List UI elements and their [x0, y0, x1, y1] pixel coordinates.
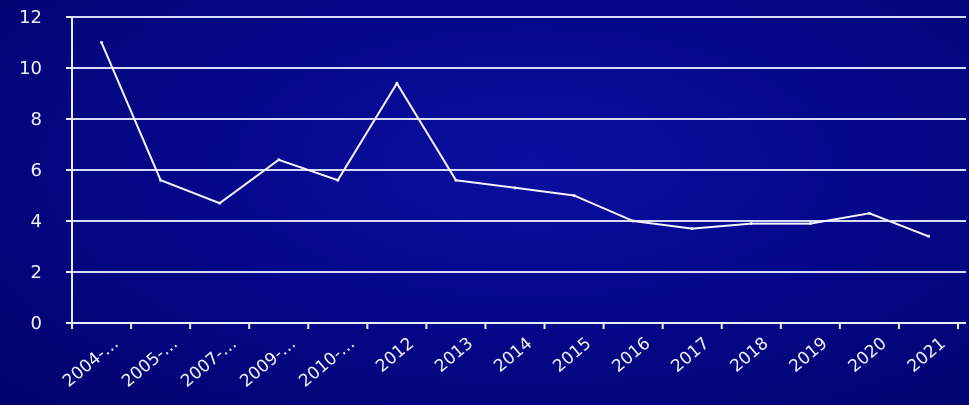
- x-tick-label: 2014: [490, 334, 536, 377]
- x-tick-label: 2013: [431, 334, 477, 377]
- data-point: [277, 158, 281, 162]
- series: [100, 41, 930, 238]
- y-tick-label: 12: [19, 7, 42, 28]
- data-point: [572, 194, 576, 197]
- x-tick-label: 2017: [667, 334, 713, 377]
- x-tick-label: 2018: [726, 334, 772, 377]
- y-tick-label: 2: [31, 262, 42, 283]
- series-line: [100, 42, 929, 238]
- axes: [66, 16, 966, 329]
- data-point: [395, 81, 399, 85]
- x-tick-label: 2012: [372, 334, 418, 377]
- x-tick-label: 2021: [904, 334, 950, 377]
- y-tick-label: 8: [31, 109, 42, 130]
- x-tick-label: 2005-…: [118, 334, 182, 392]
- y-tick-label: 0: [31, 313, 42, 334]
- x-tick-label: 2007-…: [177, 334, 241, 392]
- data-point: [926, 234, 930, 238]
- data-point: [159, 178, 163, 182]
- x-tick-label: 2010-…: [295, 334, 359, 392]
- x-tick-label: 2019: [786, 334, 832, 377]
- x-tick-label: 2015: [549, 334, 595, 377]
- x-tick-labels: 2004-…2005-…2007-…2009-…2010-… 2012 2013 20…: [59, 334, 950, 392]
- x-tick-label: 2016: [608, 334, 654, 377]
- y-tick-label: 6: [31, 160, 42, 181]
- data-point: [749, 222, 753, 226]
- data-point: [808, 222, 812, 226]
- y-tick-labels: 0 2 4 6 8 10 12: [19, 7, 42, 334]
- data-point: [690, 227, 694, 231]
- y-tick-label: 4: [31, 211, 42, 232]
- data-point: [454, 178, 458, 182]
- data-point: [100, 41, 104, 44]
- x-tick-label: 2009-…: [236, 334, 300, 392]
- data-point: [631, 219, 635, 223]
- x-tick-label: 2004-…: [59, 334, 123, 392]
- data-point: [336, 178, 340, 182]
- gridlines: [72, 16, 966, 273]
- y-tick-label: 10: [19, 58, 42, 79]
- data-point: [867, 211, 871, 215]
- x-tick-label: 2020: [845, 334, 891, 377]
- data-point: [218, 201, 222, 205]
- data-point: [513, 186, 517, 190]
